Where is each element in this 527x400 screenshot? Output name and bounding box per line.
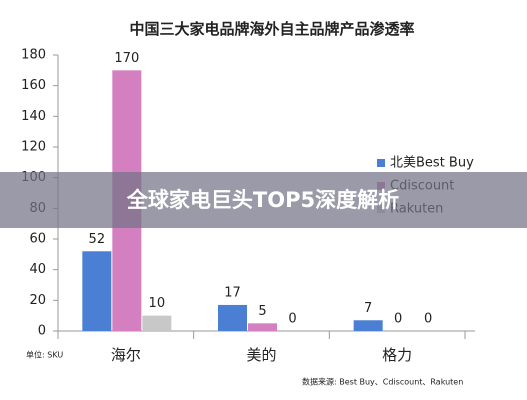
banner-title: 全球家电巨头TOP5深度解析: [126, 188, 399, 212]
x-tick-label: 格力: [382, 346, 412, 364]
data-label: 5: [258, 304, 266, 319]
data-label: 17: [224, 285, 241, 300]
x-tick-label: 美的: [246, 346, 276, 364]
y-tick-label: 40: [29, 262, 46, 277]
legend-label: 北美Best Buy: [390, 156, 474, 171]
data-label: 0: [394, 312, 402, 327]
y-tick-label: 60: [29, 232, 46, 247]
bar: [142, 315, 172, 331]
y-tick-label: 0: [38, 324, 46, 339]
source-note: 数据来源: Best Buy、Cdiscount、Rakuten: [302, 377, 463, 387]
data-label: 0: [288, 312, 296, 327]
bar: [248, 323, 277, 331]
chart-title: 中国三大家电品牌海外自主品牌产品渗透率: [129, 20, 414, 38]
data-label: 7: [364, 301, 372, 316]
x-tick-label: 海尔: [111, 346, 141, 364]
bar: [82, 251, 112, 331]
unit-note: 单位: SKU: [26, 350, 63, 360]
y-tick-label: 120: [21, 140, 46, 155]
y-tick-label: 20: [29, 293, 46, 308]
data-label: 0: [424, 312, 432, 327]
y-tick-label: 140: [21, 109, 46, 124]
banner: [0, 172, 527, 228]
data-label: 170: [114, 51, 139, 66]
bar: [353, 320, 383, 331]
bar: [218, 304, 247, 331]
data-label: 52: [89, 232, 106, 247]
legend-swatch: [377, 159, 385, 167]
y-tick-label: 160: [21, 78, 46, 93]
y-tick-label: 180: [21, 48, 46, 63]
data-label: 10: [149, 296, 166, 311]
